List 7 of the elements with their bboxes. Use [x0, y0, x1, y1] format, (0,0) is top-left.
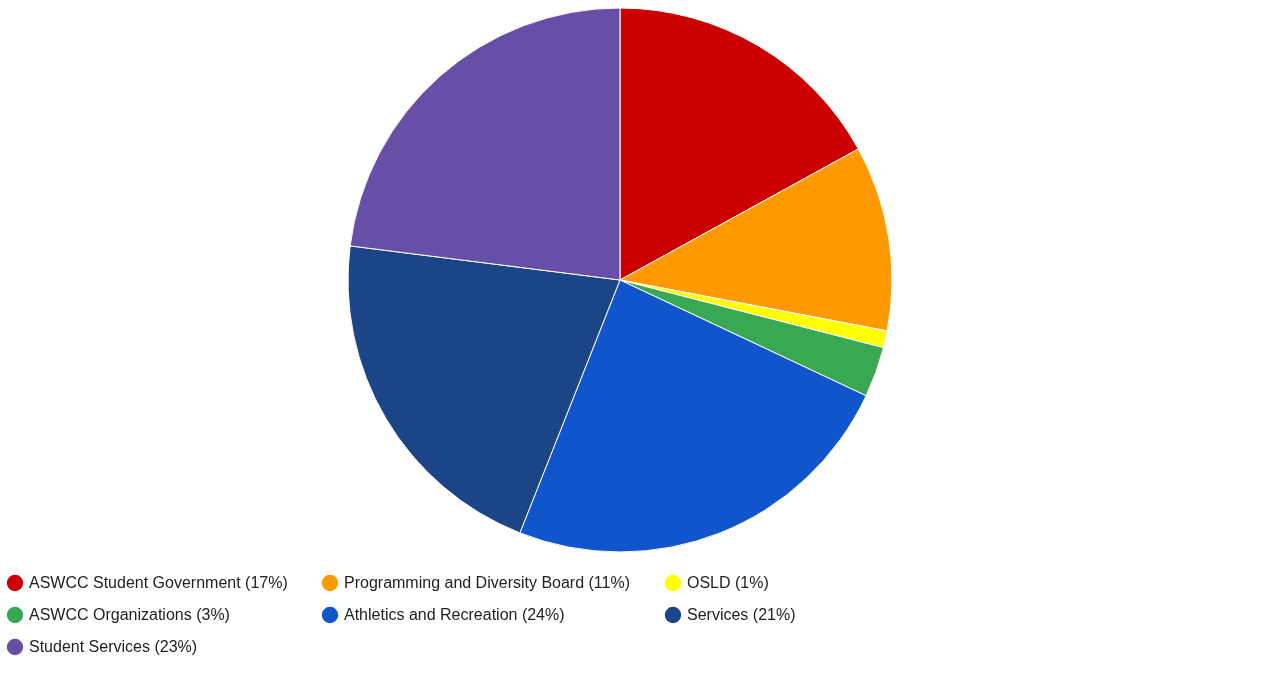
- legend-label: Programming and Diversity Board (11%): [344, 574, 631, 592]
- legend-label: ASWCC Organizations (3%): [29, 606, 230, 623]
- legend-label: ASWCC Student Government (17%): [29, 574, 288, 592]
- legend-label: Services (21%): [687, 606, 796, 623]
- legend-label: Student Services (23%): [29, 638, 198, 655]
- legend-label: OSLD (1%): [687, 574, 769, 592]
- legend-label: Athletics and Recreation (24%): [344, 606, 565, 623]
